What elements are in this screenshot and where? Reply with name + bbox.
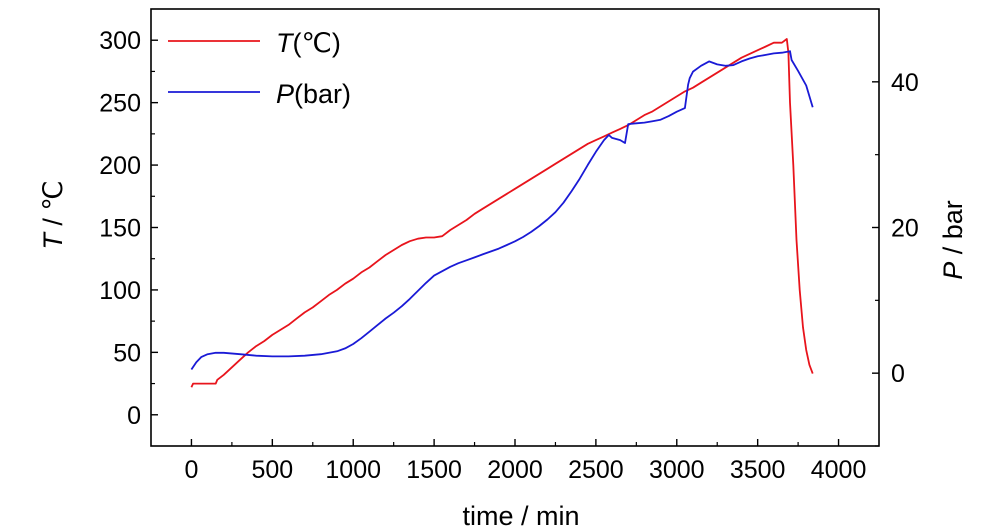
y2-tick-label: 40 [891, 69, 919, 97]
y2-ticks: 0 20 40 [872, 69, 919, 447]
x-tick-label: 3500 [730, 456, 786, 484]
series-line-temperature [190, 38, 814, 388]
y-tick-label: 150 [99, 215, 141, 243]
y-tick-label: 50 [113, 339, 141, 367]
y-tick-label: 0 [127, 402, 141, 430]
x-tick-label: 2500 [568, 456, 624, 484]
series-layer [190, 38, 814, 388]
y-tick-label: 200 [99, 152, 141, 180]
x-axis-label: time / min [462, 501, 579, 531]
y2-tick-label: 20 [891, 215, 919, 243]
plot-frame [150, 8, 880, 447]
y-axis-label: T / ℃ [38, 180, 68, 249]
legend-label-temperature: T(℃) [276, 28, 341, 58]
x-tick-label: 2000 [487, 456, 543, 484]
y2-axis-label: P / bar [938, 200, 968, 280]
x-tick-label: 500 [251, 456, 293, 484]
legend-label-pressure: P(bar) [276, 79, 351, 109]
x-tick-label: 0 [184, 456, 198, 484]
series-line-pressure [190, 50, 814, 371]
y2-tick-label: 0 [891, 360, 905, 388]
y-tick-label: 250 [99, 90, 141, 118]
x-ticks: 0 500 1000 1500 2000 2500 3000 3500 4000 [184, 439, 866, 484]
y-ticks: 0 50 100 150 200 250 300 [99, 27, 158, 430]
x-tick-label: 4000 [811, 456, 867, 484]
x-tick-label: 1500 [406, 456, 462, 484]
y-tick-label: 100 [99, 277, 141, 305]
y-tick-label: 300 [99, 27, 141, 55]
x-tick-label: 3000 [649, 456, 705, 484]
x-tick-label: 1000 [325, 456, 381, 484]
legend: T(℃) P(bar) [168, 28, 351, 109]
